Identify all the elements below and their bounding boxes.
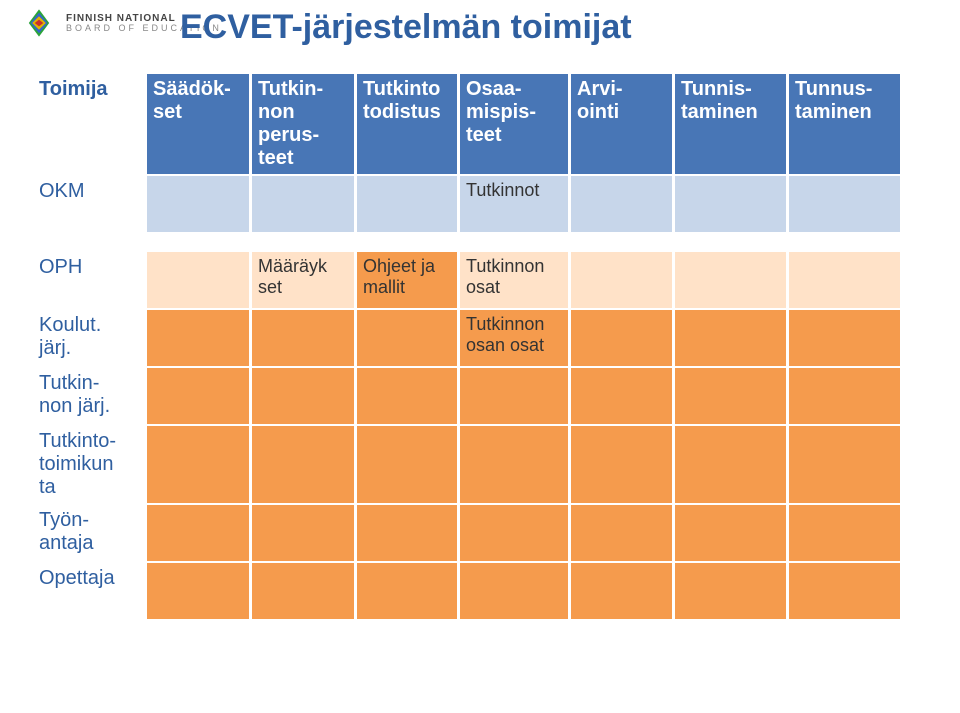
table-cell [788, 425, 902, 504]
table-cell [570, 562, 674, 620]
table-cell [788, 175, 902, 233]
table-cell [674, 425, 788, 504]
table-cell [146, 251, 251, 309]
row-label: OKM [32, 175, 146, 233]
table-cell [674, 504, 788, 562]
header-cell: Osaa- mispis- teet [459, 73, 570, 175]
table-cell [146, 309, 251, 367]
table-cell [356, 562, 459, 620]
table-cell [788, 309, 902, 367]
table-cell [570, 425, 674, 504]
table-cell [356, 175, 459, 233]
table-cell [356, 425, 459, 504]
table-cell [146, 175, 251, 233]
table-cell: Tutkinnon osat [459, 251, 570, 309]
table-cell [146, 562, 251, 620]
row-label: Tutkin- non järj. [32, 367, 146, 425]
row-label: OPH [32, 251, 146, 309]
table-cell [251, 309, 356, 367]
ecvet-table: ToimijaSäädök- setTutkin- non perus- tee… [30, 72, 903, 621]
row-label: Tutkinto- toimikun ta [32, 425, 146, 504]
table-cell: Ohjeet ja mallit [356, 251, 459, 309]
page-title: ECVET-järjestelmän toimijat [180, 8, 632, 47]
table-cell [146, 367, 251, 425]
header-label: Toimija [32, 73, 146, 175]
table-cell [570, 251, 674, 309]
header-cell: Tutkinto todistus [356, 73, 459, 175]
table-cell [356, 504, 459, 562]
table-cell: Tutkinnot [459, 175, 570, 233]
table-cell [788, 367, 902, 425]
table-cell [146, 425, 251, 504]
row-label: Työn- antaja [32, 504, 146, 562]
table-cell [674, 367, 788, 425]
table-cell [459, 367, 570, 425]
table-cell [251, 562, 356, 620]
table-cell [356, 367, 459, 425]
table-cell [674, 309, 788, 367]
row-label: Opettaja [32, 562, 146, 620]
table-cell [459, 562, 570, 620]
table-cell [459, 504, 570, 562]
header-cell: Tunnus- taminen [788, 73, 902, 175]
header-cell: Tutkin- non perus- teet [251, 73, 356, 175]
table-cell [459, 425, 570, 504]
table-cell [570, 367, 674, 425]
table-cell [674, 562, 788, 620]
table-cell [251, 367, 356, 425]
header-cell: Säädök- set [146, 73, 251, 175]
table-cell [251, 504, 356, 562]
table-cell [788, 562, 902, 620]
table-cell [570, 504, 674, 562]
table-cell [570, 175, 674, 233]
header-cell: Arvi- ointi [570, 73, 674, 175]
table-cell [251, 175, 356, 233]
table-cell: Määräyk set [251, 251, 356, 309]
table-cell [674, 251, 788, 309]
header-cell: Tunnis- taminen [674, 73, 788, 175]
table-cell [146, 504, 251, 562]
row-label: Koulut. järj. [32, 309, 146, 367]
table-cell [570, 309, 674, 367]
table-cell [788, 251, 902, 309]
table-cell [356, 309, 459, 367]
table-cell: Tutkinnon osan osat [459, 309, 570, 367]
table-cell [674, 175, 788, 233]
table-cell [251, 425, 356, 504]
logo-icon [22, 6, 56, 40]
table-cell [788, 504, 902, 562]
